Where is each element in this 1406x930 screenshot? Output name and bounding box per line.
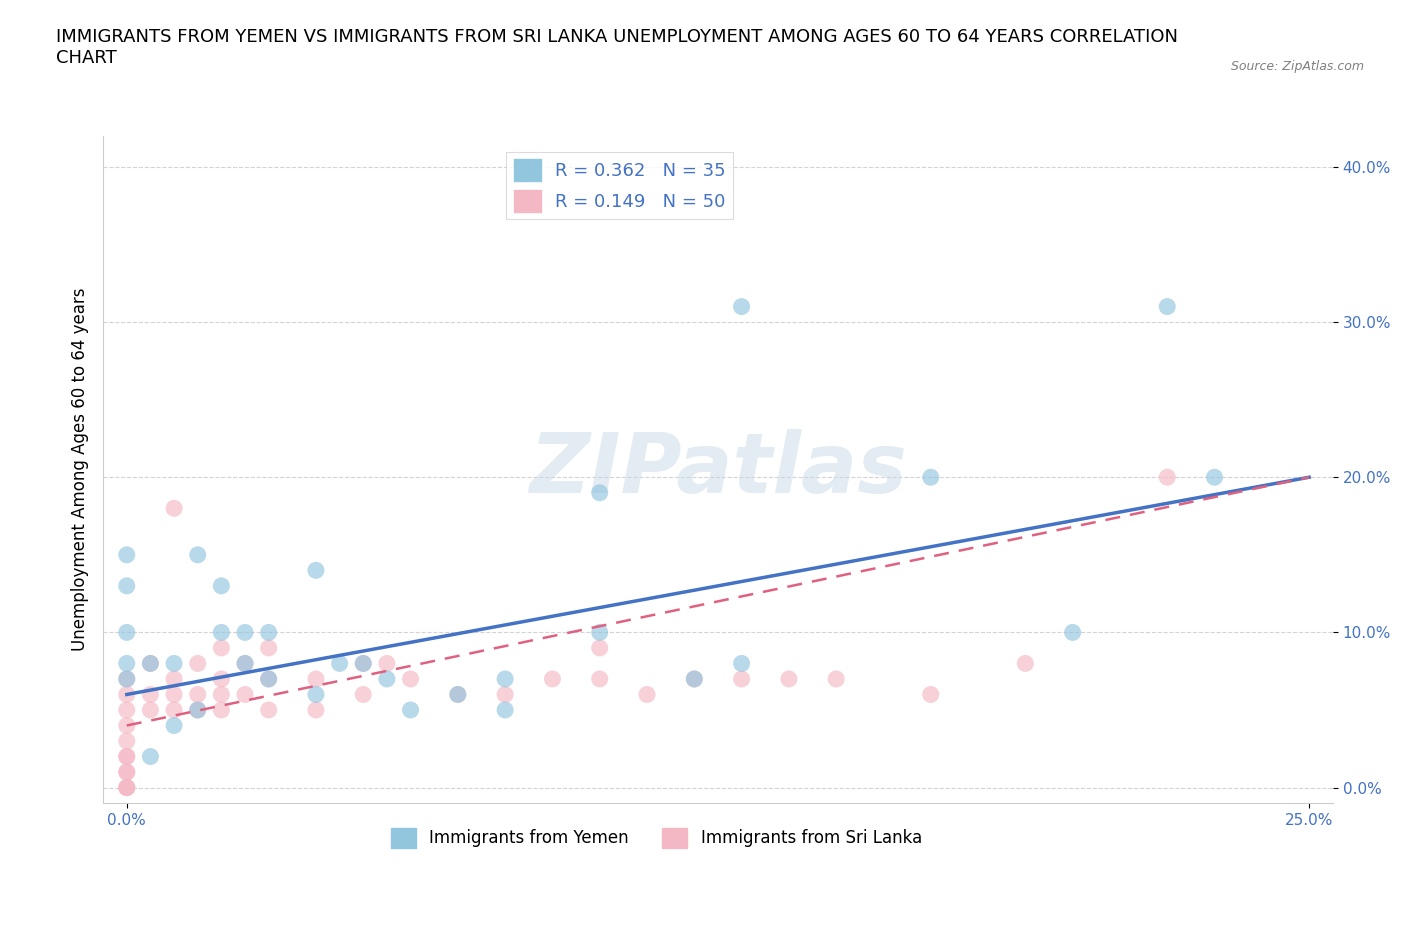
Point xyxy=(187,548,209,563)
Point xyxy=(115,656,138,671)
Point xyxy=(399,671,422,686)
Point xyxy=(494,687,516,702)
Point xyxy=(636,687,658,702)
Point xyxy=(778,671,800,686)
Point xyxy=(115,718,138,733)
Text: Source: ZipAtlas.com: Source: ZipAtlas.com xyxy=(1230,60,1364,73)
Point xyxy=(233,625,256,640)
Point xyxy=(305,671,328,686)
Point xyxy=(447,687,470,702)
Point xyxy=(115,687,138,702)
Point xyxy=(825,671,848,686)
Point xyxy=(163,656,186,671)
Point xyxy=(589,641,612,656)
Point xyxy=(257,641,280,656)
Point xyxy=(305,702,328,717)
Point xyxy=(209,702,232,717)
Point xyxy=(352,687,374,702)
Point xyxy=(139,656,162,671)
Point xyxy=(257,671,280,686)
Point xyxy=(115,671,138,686)
Point xyxy=(115,702,138,717)
Point xyxy=(163,702,186,717)
Point xyxy=(209,671,232,686)
Point xyxy=(115,548,138,563)
Point xyxy=(115,780,138,795)
Point xyxy=(730,671,752,686)
Point xyxy=(187,702,209,717)
Text: ZIPatlas: ZIPatlas xyxy=(529,429,907,510)
Y-axis label: Unemployment Among Ages 60 to 64 years: Unemployment Among Ages 60 to 64 years xyxy=(72,287,89,651)
Point xyxy=(1156,470,1178,485)
Point xyxy=(494,702,516,717)
Point xyxy=(115,749,138,764)
Point xyxy=(589,671,612,686)
Point xyxy=(730,299,752,314)
Point xyxy=(115,780,138,795)
Point xyxy=(209,578,232,593)
Point xyxy=(920,687,942,702)
Point xyxy=(115,780,138,795)
Point xyxy=(1062,625,1084,640)
Text: IMMIGRANTS FROM YEMEN VS IMMIGRANTS FROM SRI LANKA UNEMPLOYMENT AMONG AGES 60 TO: IMMIGRANTS FROM YEMEN VS IMMIGRANTS FROM… xyxy=(56,28,1178,67)
Point xyxy=(115,578,138,593)
Point xyxy=(209,687,232,702)
Point xyxy=(375,671,398,686)
Point xyxy=(209,641,232,656)
Point xyxy=(399,702,422,717)
Point xyxy=(541,671,564,686)
Point xyxy=(305,563,328,578)
Point xyxy=(730,656,752,671)
Point xyxy=(447,687,470,702)
Legend: Immigrants from Yemen, Immigrants from Sri Lanka: Immigrants from Yemen, Immigrants from S… xyxy=(384,821,928,855)
Point xyxy=(589,485,612,500)
Point xyxy=(115,749,138,764)
Point xyxy=(589,625,612,640)
Point xyxy=(375,656,398,671)
Point xyxy=(352,656,374,671)
Point xyxy=(683,671,706,686)
Point xyxy=(1156,299,1178,314)
Point xyxy=(139,656,162,671)
Point xyxy=(329,656,352,671)
Point xyxy=(163,718,186,733)
Point xyxy=(352,656,374,671)
Point xyxy=(115,764,138,779)
Point xyxy=(257,671,280,686)
Point xyxy=(139,687,162,702)
Point xyxy=(115,764,138,779)
Point xyxy=(494,671,516,686)
Point xyxy=(233,656,256,671)
Point xyxy=(115,734,138,749)
Point xyxy=(920,470,942,485)
Point xyxy=(115,671,138,686)
Point xyxy=(233,656,256,671)
Point xyxy=(163,687,186,702)
Point xyxy=(209,625,232,640)
Point xyxy=(233,687,256,702)
Point xyxy=(187,702,209,717)
Point xyxy=(187,656,209,671)
Point xyxy=(1014,656,1036,671)
Point xyxy=(163,671,186,686)
Point xyxy=(187,687,209,702)
Point xyxy=(1204,470,1226,485)
Point xyxy=(139,749,162,764)
Point xyxy=(139,702,162,717)
Point xyxy=(163,501,186,516)
Point xyxy=(257,702,280,717)
Point xyxy=(115,625,138,640)
Point xyxy=(257,625,280,640)
Point xyxy=(683,671,706,686)
Point xyxy=(305,687,328,702)
